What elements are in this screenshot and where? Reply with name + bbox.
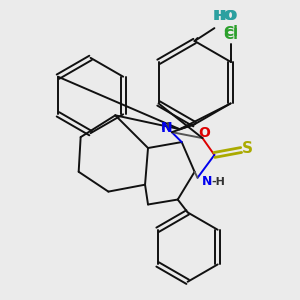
Text: H: H bbox=[161, 122, 170, 132]
Text: Cl: Cl bbox=[223, 28, 238, 42]
Text: N: N bbox=[202, 175, 212, 188]
Text: HO: HO bbox=[213, 9, 236, 23]
Text: -H: -H bbox=[212, 177, 225, 187]
Text: O: O bbox=[199, 126, 210, 140]
Text: S: S bbox=[242, 140, 253, 155]
Text: HO: HO bbox=[214, 9, 238, 23]
Text: Cl: Cl bbox=[223, 25, 238, 39]
Text: N: N bbox=[161, 121, 173, 135]
